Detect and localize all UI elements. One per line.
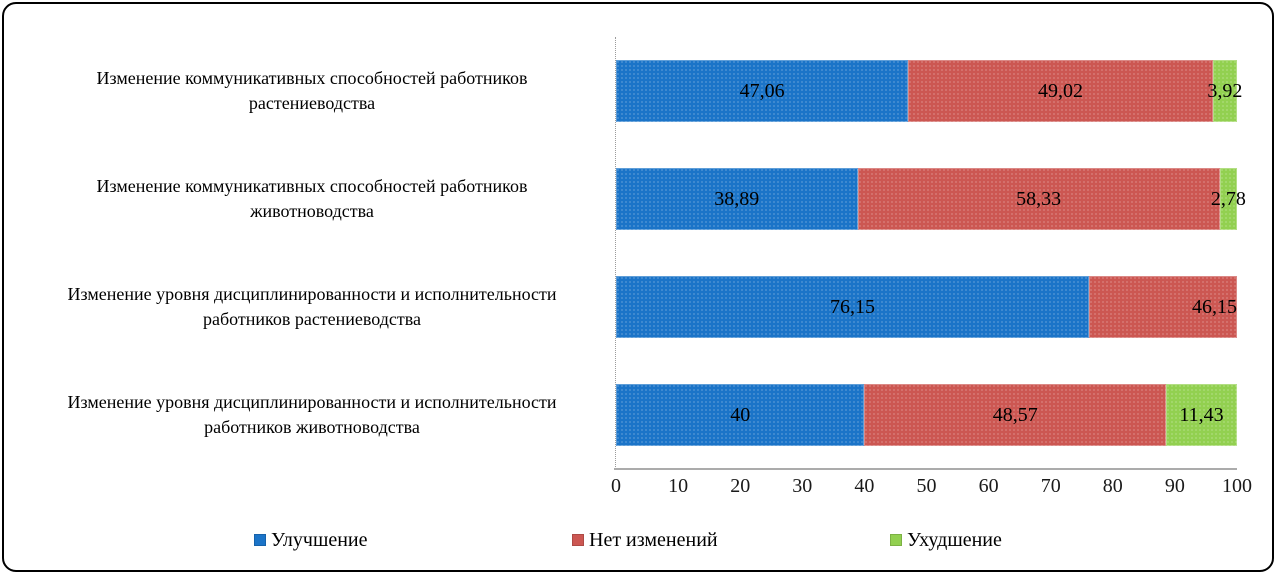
bar-value-label: 47,06	[739, 80, 785, 102]
category-label: Изменение уровня дисциплинированности и …	[67, 283, 557, 329]
legend-item: Ухудшение	[890, 528, 1002, 552]
bar-row: 76,15 46,15	[616, 276, 1237, 338]
bar-value-label: 11,43	[1179, 404, 1224, 426]
bar-segment-improve: 40	[616, 384, 865, 446]
x-tick-label: 30	[792, 475, 813, 497]
x-tick-label: 70	[1040, 475, 1061, 497]
legend-label: Ухудшение	[907, 529, 1002, 551]
bar-segment-no-change: 46,15	[1088, 276, 1237, 338]
category-label: Изменение коммуникативных способностей р…	[96, 175, 528, 221]
x-tick-label: 60	[978, 475, 999, 497]
bar-value-label: 58,33	[1016, 188, 1062, 210]
legend-item: Улучшение	[254, 528, 368, 552]
bar-row: 40 48,57 11,43	[616, 384, 1237, 446]
x-tick-label: 0	[611, 475, 621, 497]
bar-value-label: 76,15	[829, 296, 875, 318]
bar-row: 47,06 49,02 3,92	[616, 60, 1242, 122]
bar-value-label: 2,78	[1210, 188, 1246, 210]
bar-segment-worsen: 3,92	[1207, 60, 1242, 122]
x-tick-label: 20	[730, 475, 751, 497]
bar-value-label: 38,89	[714, 188, 760, 210]
bar-segment-no-change: 49,02	[908, 60, 1213, 122]
legend-item: Нет изменений	[572, 528, 718, 552]
x-tick-label: 10	[668, 475, 689, 497]
bar-segment-worsen: 11,43	[1166, 384, 1237, 446]
category-label: Изменение коммуникативных способностей р…	[96, 67, 528, 113]
bar-value-label: 3,92	[1207, 80, 1243, 102]
legend-color-swatch-icon	[890, 534, 902, 546]
category-axis-line	[615, 37, 616, 469]
x-tick-label: 90	[1164, 475, 1185, 497]
legend-label: Улучшение	[271, 529, 368, 551]
bar-segment-worsen: 2,78	[1211, 168, 1246, 230]
x-tick-label: 40	[854, 475, 875, 497]
value-axis-line	[614, 468, 1237, 470]
category-label: Изменение уровня дисциплинированности и …	[67, 391, 557, 437]
bar-row: 38,89 58,33 2,78	[616, 168, 1246, 230]
bar-value-label: 40	[730, 404, 751, 426]
bar-value-label: 48,57	[992, 404, 1038, 426]
legend-label: Нет изменений	[589, 529, 718, 551]
x-tick-label: 80	[1102, 475, 1123, 497]
x-tick-label: 100	[1222, 475, 1252, 497]
legend-color-swatch-icon	[254, 534, 266, 546]
x-tick-label: 50	[916, 475, 937, 497]
bar-segment-improve: 38,89	[616, 168, 858, 230]
bar-segment-no-change: 48,57	[864, 384, 1166, 446]
bar-segment-no-change: 58,33	[857, 168, 1220, 230]
bar-value-label: 49,02	[1037, 80, 1083, 102]
bar-segment-improve: 76,15	[616, 276, 1089, 338]
legend-color-swatch-icon	[572, 534, 584, 546]
bar-segment-improve: 47,06	[616, 60, 909, 122]
bar-value-label: 46,15	[1191, 296, 1237, 318]
